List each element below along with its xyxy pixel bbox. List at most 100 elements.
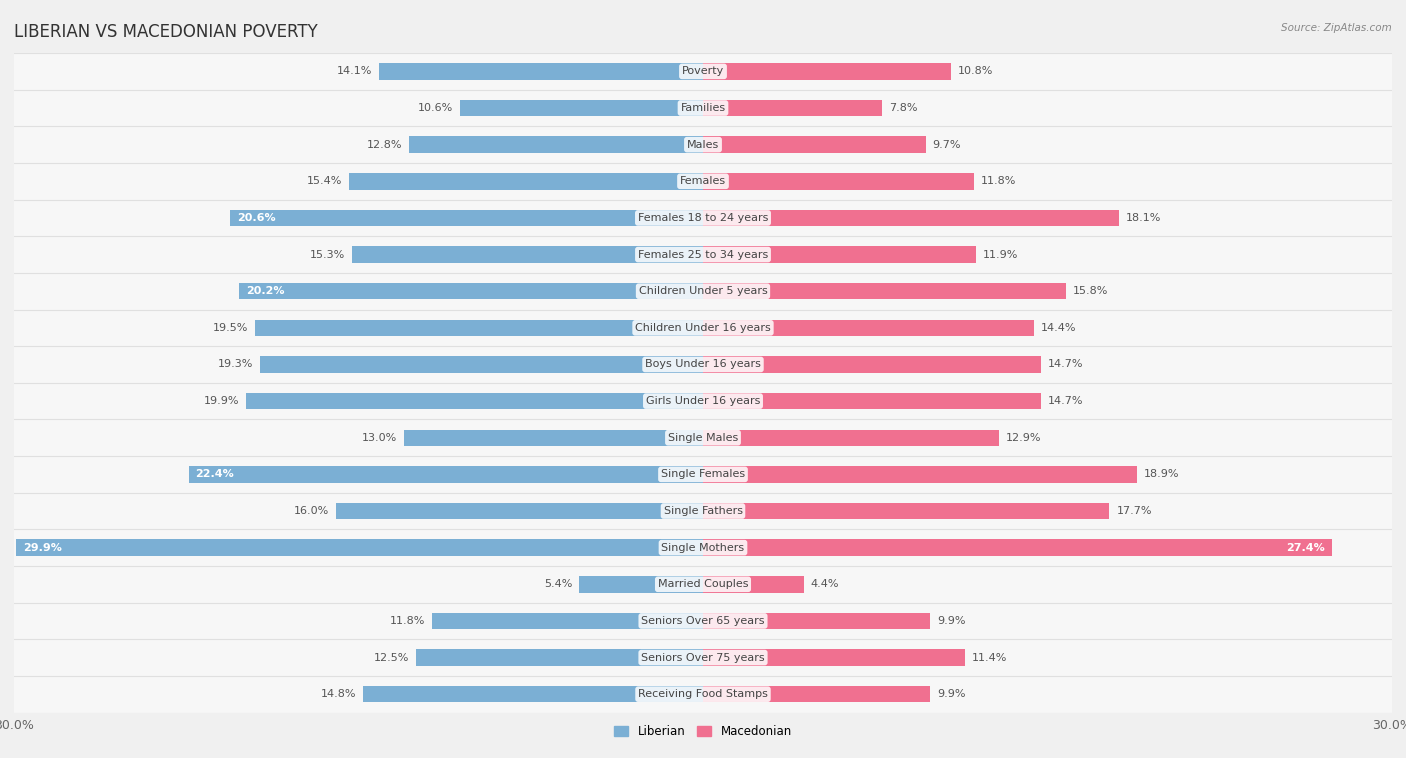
Bar [460, 100, 703, 116]
Bar [703, 393, 1040, 409]
Bar [703, 210, 1119, 226]
Text: 14.4%: 14.4% [1040, 323, 1076, 333]
Text: 20.2%: 20.2% [246, 287, 284, 296]
Bar [14, 309, 1392, 346]
Text: 11.8%: 11.8% [981, 177, 1017, 186]
Bar [703, 173, 974, 190]
Bar [703, 650, 965, 666]
Text: 11.9%: 11.9% [983, 249, 1018, 259]
Text: 11.4%: 11.4% [972, 653, 1007, 662]
Bar [703, 246, 976, 263]
Text: 15.8%: 15.8% [1073, 287, 1108, 296]
Bar [14, 163, 1392, 199]
Bar [14, 89, 1392, 127]
Text: 18.9%: 18.9% [1144, 469, 1180, 479]
Text: 19.9%: 19.9% [204, 396, 239, 406]
Text: Females 25 to 34 years: Females 25 to 34 years [638, 249, 768, 259]
Text: Seniors Over 75 years: Seniors Over 75 years [641, 653, 765, 662]
Text: 14.1%: 14.1% [337, 67, 373, 77]
Text: 14.8%: 14.8% [321, 689, 356, 699]
Bar [246, 393, 703, 409]
Text: Source: ZipAtlas.com: Source: ZipAtlas.com [1281, 23, 1392, 33]
Text: 12.8%: 12.8% [367, 139, 402, 149]
Text: Girls Under 16 years: Girls Under 16 years [645, 396, 761, 406]
Text: 7.8%: 7.8% [889, 103, 918, 113]
Bar [703, 100, 882, 116]
Bar [231, 210, 703, 226]
Text: Married Couples: Married Couples [658, 579, 748, 589]
Bar [14, 419, 1392, 456]
Text: 16.0%: 16.0% [294, 506, 329, 516]
Bar [352, 246, 703, 263]
Bar [14, 603, 1392, 639]
Bar [14, 676, 1392, 713]
Text: 20.6%: 20.6% [236, 213, 276, 223]
Text: 11.8%: 11.8% [389, 616, 425, 626]
Bar [14, 639, 1392, 676]
Bar [703, 466, 1137, 483]
Text: 29.9%: 29.9% [24, 543, 62, 553]
Bar [349, 173, 703, 190]
Bar [363, 686, 703, 703]
Bar [14, 273, 1392, 309]
Bar [703, 430, 1000, 446]
Bar [405, 430, 703, 446]
Text: Families: Families [681, 103, 725, 113]
Bar [703, 136, 925, 153]
Text: 4.4%: 4.4% [811, 579, 839, 589]
Bar [239, 283, 703, 299]
Text: Females 18 to 24 years: Females 18 to 24 years [638, 213, 768, 223]
Bar [703, 540, 1333, 556]
Bar [256, 320, 703, 336]
Text: 14.7%: 14.7% [1047, 396, 1083, 406]
Text: 15.3%: 15.3% [309, 249, 344, 259]
Bar [14, 493, 1392, 529]
Bar [579, 576, 703, 593]
Text: 9.7%: 9.7% [932, 139, 962, 149]
Bar [14, 383, 1392, 419]
Bar [14, 236, 1392, 273]
Text: 27.4%: 27.4% [1286, 543, 1326, 553]
Bar [17, 540, 703, 556]
Text: Males: Males [688, 139, 718, 149]
Bar [260, 356, 703, 373]
Bar [14, 566, 1392, 603]
Bar [14, 456, 1392, 493]
Text: 5.4%: 5.4% [544, 579, 572, 589]
Bar [703, 283, 1066, 299]
Text: 10.6%: 10.6% [418, 103, 453, 113]
Text: Single Mothers: Single Mothers [661, 543, 745, 553]
Text: 22.4%: 22.4% [195, 469, 235, 479]
Bar [336, 503, 703, 519]
Text: Single Females: Single Females [661, 469, 745, 479]
Text: Seniors Over 65 years: Seniors Over 65 years [641, 616, 765, 626]
Bar [703, 320, 1033, 336]
Text: Boys Under 16 years: Boys Under 16 years [645, 359, 761, 369]
Text: Children Under 16 years: Children Under 16 years [636, 323, 770, 333]
Text: Females: Females [681, 177, 725, 186]
Bar [14, 127, 1392, 163]
Bar [703, 503, 1109, 519]
Bar [432, 612, 703, 629]
Text: Children Under 5 years: Children Under 5 years [638, 287, 768, 296]
Text: 10.8%: 10.8% [957, 67, 993, 77]
Text: Single Fathers: Single Fathers [664, 506, 742, 516]
Bar [14, 529, 1392, 566]
Legend: Liberian, Macedonian: Liberian, Macedonian [609, 720, 797, 743]
Text: 14.7%: 14.7% [1047, 359, 1083, 369]
Bar [409, 136, 703, 153]
Bar [14, 346, 1392, 383]
Bar [416, 650, 703, 666]
Bar [703, 63, 950, 80]
Text: Receiving Food Stamps: Receiving Food Stamps [638, 689, 768, 699]
Text: 19.3%: 19.3% [218, 359, 253, 369]
Text: Single Males: Single Males [668, 433, 738, 443]
Text: 12.9%: 12.9% [1007, 433, 1042, 443]
Text: 19.5%: 19.5% [212, 323, 249, 333]
Bar [188, 466, 703, 483]
Bar [703, 686, 931, 703]
Text: 12.5%: 12.5% [374, 653, 409, 662]
Text: 9.9%: 9.9% [938, 616, 966, 626]
Text: 17.7%: 17.7% [1116, 506, 1152, 516]
Text: 9.9%: 9.9% [938, 689, 966, 699]
